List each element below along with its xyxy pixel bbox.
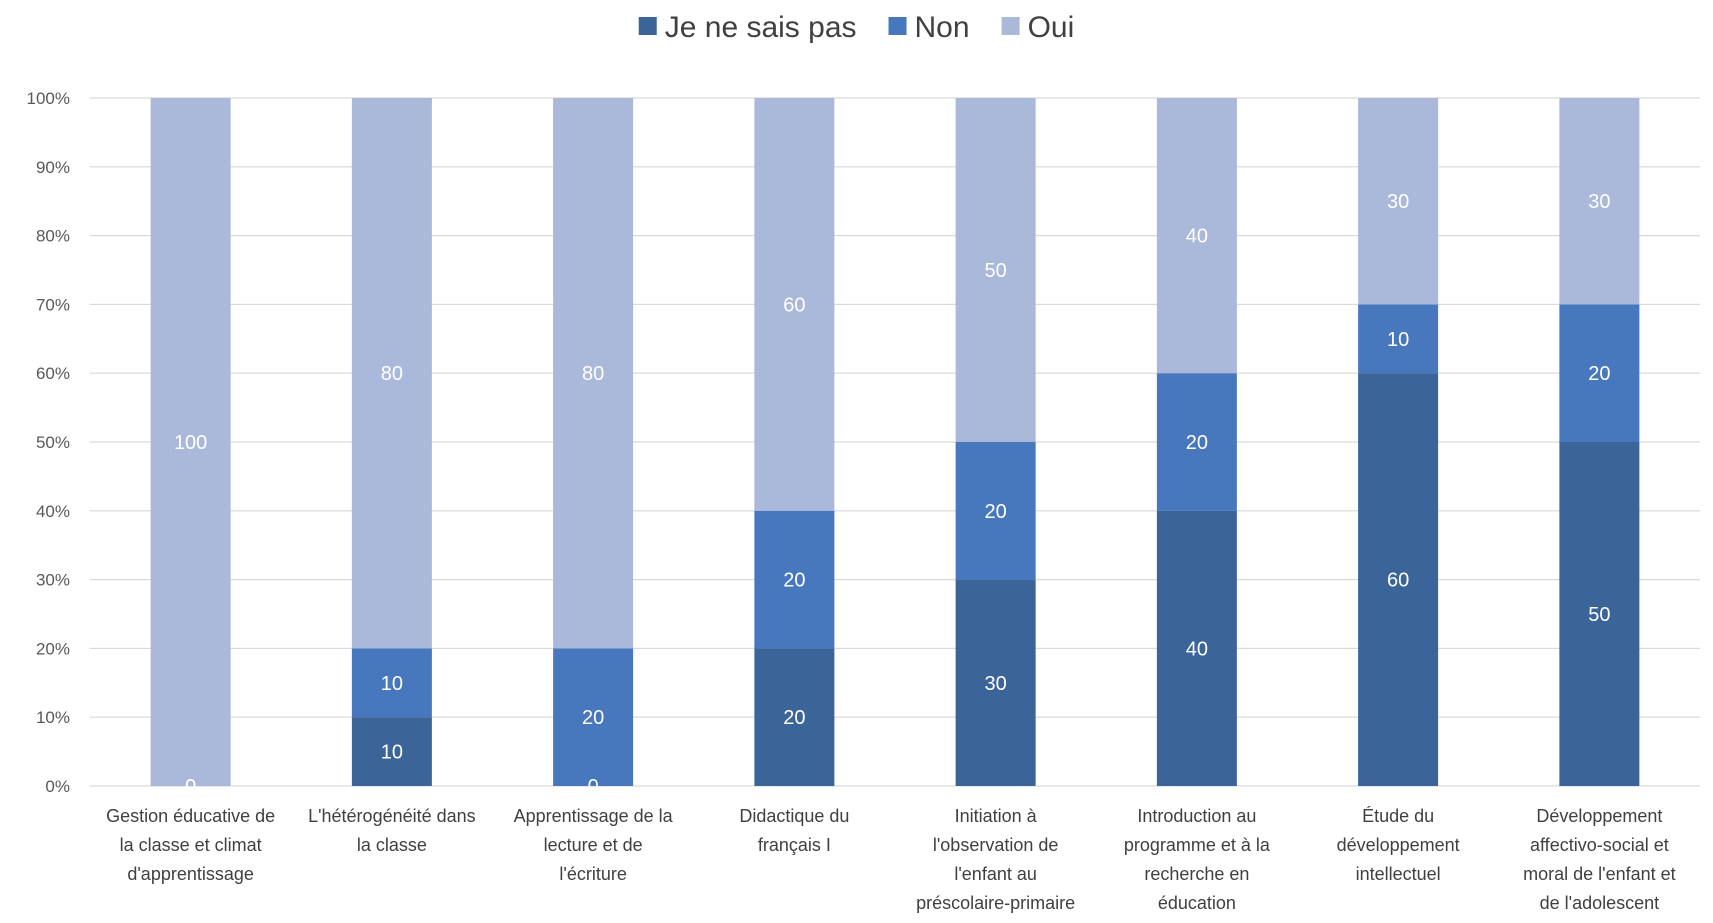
data-label: 20 [1588,363,1610,385]
data-label: 50 [1588,604,1610,626]
bar-segment [553,648,634,786]
legend-label: Non [915,11,970,44]
y-axis: 0% 10% 20% 30% 40% 50% 60% 70% 80% 90% 100% [27,89,70,796]
bar-segment [754,98,835,511]
bars [150,98,1640,786]
legend-swatch [638,17,657,35]
y-tick-label: 0% [45,777,70,796]
data-label: 30 [985,673,1007,695]
x-tick-label: Étude du développement intellectuel [1337,806,1460,884]
bar-segment [955,442,1036,580]
bar-segment [754,648,835,786]
legend-item: Je ne sais pas [638,11,857,44]
legend: Je ne sais pas Non Oui [638,11,1075,44]
x-tick-label: Apprentissage de la lecture et de l'écritu… [514,806,674,884]
data-label: 20 [1186,432,1208,454]
x-tick-label: Gestion éducative de la classe et climat d… [106,806,275,884]
data-label: 0 [185,776,196,798]
bar-segment [1358,98,1439,305]
bar-segment [1559,442,1640,786]
data-label: 40 [1186,638,1208,660]
data-labels: 0010010108002080202060302050402040601030… [174,191,1611,798]
bar-segment [553,98,634,649]
x-tick-label: Développement affectivo-social et moral de… [1523,806,1676,913]
bar-segment [1559,98,1640,305]
bar-segment [1358,373,1439,786]
data-label: 80 [381,363,403,385]
data-label: 20 [582,707,604,729]
data-label: 10 [381,673,403,695]
data-label: 20 [985,501,1007,523]
bar-segment [1358,304,1439,374]
bar-segment [1559,304,1640,442]
x-tick-label: Didactique du français I [739,806,849,855]
legend-label: Je ne sais pas [665,11,857,44]
data-label: 30 [1387,191,1409,213]
y-tick-label: 10% [36,708,70,727]
data-label: 30 [1588,191,1610,213]
bar-segment [955,98,1036,442]
bar-segment [351,648,432,718]
x-tick-label: Initiation à l'observation de l'enfant au p… [916,806,1075,913]
bar-segment [754,510,835,649]
legend-swatch [1001,17,1020,35]
bar-segment [351,717,432,786]
data-label: 20 [783,570,805,592]
x-tick-label: Introduction au programme et à la recherch… [1124,806,1271,913]
grid [90,97,1700,787]
y-tick-label: 80% [36,227,70,246]
data-label: 80 [582,363,604,385]
y-tick-label: 70% [36,295,70,314]
y-tick-label: 100% [27,89,70,108]
legend-swatch [888,17,907,35]
bar-segment [955,579,1036,786]
legend-item: Non [888,11,970,44]
data-label: 60 [783,294,805,316]
y-tick-label: 60% [36,364,70,383]
data-label: 10 [381,742,403,764]
bar-segment [1156,373,1237,511]
data-label: 10 [1387,329,1409,351]
legend-item: Oui [1001,11,1075,44]
x-axis: Gestion éducative de la classe et climat d… [106,806,1676,913]
x-tick-label: L'hétérogénéité dans la classe [308,806,476,855]
legend-label: Oui [1028,11,1075,44]
data-label: 20 [783,707,805,729]
y-tick-label: 30% [36,571,70,590]
data-label: 50 [985,260,1007,282]
bar-segment [1156,98,1237,374]
y-tick-label: 50% [36,433,70,452]
bar-segment [1156,510,1237,786]
bar-segment [150,98,231,786]
data-label: 0 [185,776,196,798]
data-label: 100 [174,432,207,454]
data-label: 40 [1186,226,1208,248]
y-tick-label: 90% [36,158,70,177]
bar-segment [351,98,432,649]
data-label: 0 [588,776,599,798]
data-label: 60 [1387,570,1409,592]
y-tick-label: 20% [36,639,70,658]
y-tick-label: 40% [36,502,70,521]
